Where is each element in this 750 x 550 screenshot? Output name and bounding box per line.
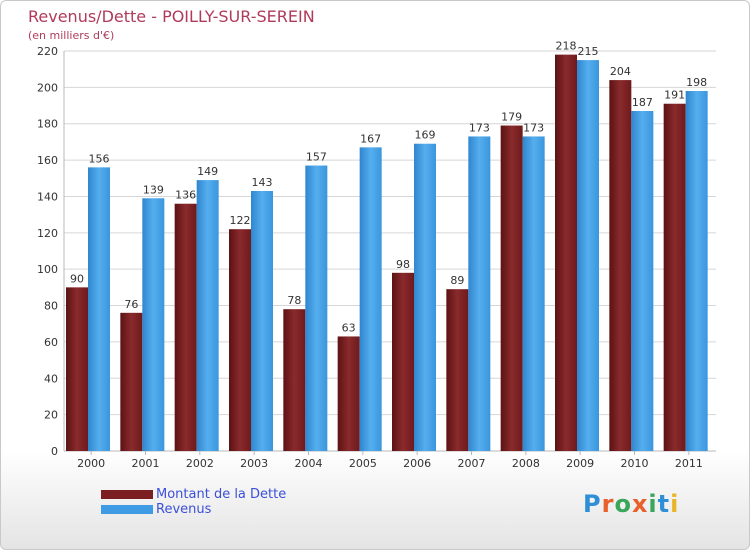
y-tick-label: 40 (44, 372, 58, 385)
bar-value-label: 90 (70, 272, 84, 285)
y-tick-label: 180 (37, 118, 58, 131)
x-tick-label: 2001 (132, 457, 160, 470)
y-tick-label: 60 (44, 336, 58, 349)
x-tick-label: 2010 (621, 457, 649, 470)
bar-value-label: 218 (556, 40, 577, 53)
chart-legend: Montant de la Dette Revenus (101, 487, 286, 517)
bar-dette (283, 309, 306, 451)
bar-value-label: 191 (664, 89, 685, 102)
bar-revenus (468, 136, 491, 452)
bar-value-label: 173 (523, 121, 544, 134)
x-tick-label: 2000 (77, 457, 105, 470)
bar-dette (337, 336, 360, 451)
y-tick-label: 200 (37, 81, 58, 94)
bar-revenus (631, 111, 654, 451)
bar-revenus (142, 198, 165, 451)
bar-value-label: 89 (450, 274, 464, 287)
bar-dette (174, 203, 197, 451)
bar-value-label: 98 (396, 258, 410, 271)
chart-title: Revenus/Dette - POILLY-SUR-SEREIN (28, 7, 315, 26)
bar-dette (500, 125, 523, 451)
bar-revenus (305, 165, 328, 451)
bar-revenus (88, 167, 110, 451)
y-tick-label: 20 (44, 409, 58, 422)
bar-value-label: 76 (124, 298, 138, 311)
logo-letter: i (670, 490, 680, 518)
bar-dette (120, 312, 143, 451)
x-tick-label: 2011 (675, 457, 703, 470)
x-tick-label: 2005 (349, 457, 377, 470)
chart-subtitle: (en milliers d'€) (28, 29, 115, 42)
bar-value-label: 143 (252, 176, 273, 189)
bar-revenus (359, 147, 382, 451)
bar-dette (229, 229, 251, 451)
x-tick-label: 2004 (295, 457, 323, 470)
bar-dette (555, 54, 577, 452)
y-tick-label: 120 (37, 227, 58, 240)
legend-label-revenue: Revenus (156, 502, 212, 517)
bar-value-label: 187 (632, 96, 653, 109)
logo-letter: x (631, 490, 649, 518)
bar-value-label: 78 (287, 294, 301, 307)
bar-revenus (685, 91, 708, 451)
bar-revenus (577, 60, 599, 451)
bar-value-label: 63 (342, 321, 356, 334)
bar-value-label: 204 (610, 65, 631, 78)
x-tick-label: 2009 (566, 457, 594, 470)
bar-dette (66, 287, 88, 451)
bar-value-label: 167 (360, 132, 381, 145)
y-tick-label: 140 (37, 190, 58, 203)
bar-revenus (251, 191, 273, 451)
bar-dette (446, 289, 469, 451)
bar-value-label: 198 (686, 76, 707, 89)
y-tick-label: 100 (37, 263, 58, 276)
bar-revenus (414, 143, 436, 451)
bar-value-label: 149 (197, 165, 218, 178)
bar-value-label: 169 (415, 129, 436, 142)
bar-value-label: 136 (175, 189, 196, 202)
bar-dette (663, 103, 686, 452)
bar-value-label: 215 (578, 45, 599, 58)
y-tick-label: 80 (44, 300, 58, 313)
logo-letter: o (614, 490, 632, 518)
bar-dette (392, 272, 414, 451)
legend-swatch-debt (101, 490, 153, 499)
logo-letter: i (648, 490, 658, 518)
legend-item-revenue: Revenus (101, 502, 286, 517)
bar-value-label: 157 (306, 151, 327, 164)
bar-value-label: 179 (501, 111, 522, 124)
bar-value-label: 139 (143, 183, 164, 196)
y-tick-label: 160 (37, 154, 58, 167)
legend-label-debt: Montant de la Dette (156, 487, 287, 502)
bar-revenus (522, 136, 545, 452)
legend-item-debt: Montant de la Dette (101, 487, 286, 502)
x-tick-label: 2002 (186, 457, 214, 470)
bar-value-label: 122 (230, 214, 251, 227)
bar-revenus (196, 180, 219, 451)
x-tick-label: 2003 (240, 457, 268, 470)
logo-letter: P (583, 490, 602, 518)
x-tick-label: 2006 (403, 457, 431, 470)
proxiti-logo: Proxiti (583, 490, 679, 518)
legend-swatch-revenue (101, 505, 153, 514)
logo-letter: r (601, 490, 615, 518)
x-tick-label: 2007 (458, 457, 486, 470)
logo-letter: t (657, 490, 671, 518)
bar-value-label: 173 (469, 121, 490, 134)
x-tick-label: 2008 (512, 457, 540, 470)
bar-dette (609, 80, 632, 451)
y-tick-label: 220 (37, 45, 58, 58)
bar-value-label: 156 (89, 152, 110, 165)
y-tick-label: 0 (51, 445, 58, 458)
